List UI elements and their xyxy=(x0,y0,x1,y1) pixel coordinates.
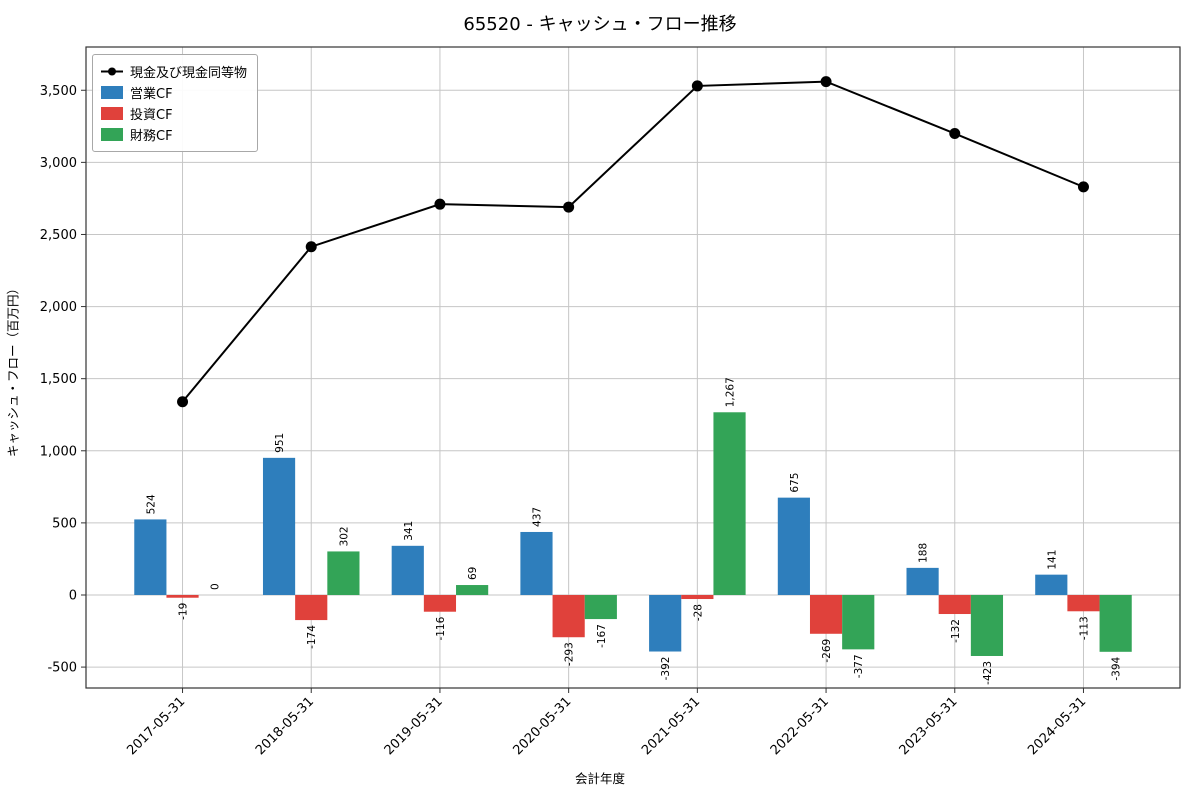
bar-value-label: -167 xyxy=(596,624,608,648)
y-tick-label: 0 xyxy=(69,588,77,603)
bar-value-label: -377 xyxy=(853,654,865,678)
legend-color-swatch xyxy=(101,107,123,120)
cash-line-marker xyxy=(305,241,317,253)
x-tick-label: 2017-05-31 xyxy=(124,694,188,758)
legend-item: 現金及び現金同等物 xyxy=(101,61,247,82)
bar xyxy=(166,594,199,598)
bar xyxy=(520,531,553,595)
cash-line-marker xyxy=(691,80,703,92)
bar xyxy=(649,594,682,652)
cash-line-marker xyxy=(434,198,446,210)
y-tick-label: 3,000 xyxy=(40,156,77,171)
bar-value-label: 1,267 xyxy=(725,377,737,407)
bar-value-label: -293 xyxy=(564,642,576,666)
legend: 現金及び現金同等物 営業CF 投資CF 財務CF xyxy=(92,54,259,152)
bar-value-label: 69 xyxy=(467,567,479,580)
bar-value-label: 437 xyxy=(531,507,543,527)
bar xyxy=(1067,594,1100,612)
bar-value-label: 675 xyxy=(789,473,801,493)
bar-value-label: 0 xyxy=(210,583,222,590)
y-tick-label: 500 xyxy=(52,516,77,531)
bar xyxy=(391,545,424,595)
bar-value-label: -132 xyxy=(950,619,962,643)
cash-line-marker xyxy=(949,128,961,140)
bar xyxy=(906,567,939,595)
legend-item: 営業CF xyxy=(101,82,247,103)
cash-line-marker xyxy=(177,396,189,408)
bar-value-label: 951 xyxy=(274,433,286,453)
bar-value-label: -19 xyxy=(178,603,190,620)
legend-line-marker xyxy=(101,67,123,76)
bar xyxy=(809,594,843,634)
legend-label: 財務CF xyxy=(130,129,173,144)
bar xyxy=(456,585,489,595)
y-tick-label: -500 xyxy=(47,661,77,676)
bar-value-label: 141 xyxy=(1046,550,1058,570)
bar xyxy=(584,594,617,620)
bar xyxy=(1035,574,1068,595)
legend-item: 投資CF xyxy=(101,103,247,124)
x-tick-label: 2018-05-31 xyxy=(253,694,317,758)
cash-line-marker xyxy=(563,201,575,213)
bar-value-label: -174 xyxy=(306,625,318,649)
cash-line xyxy=(181,80,1084,403)
bar-value-label: 341 xyxy=(403,521,415,541)
legend-item: 財務CF xyxy=(101,124,247,145)
bar-value-label: -116 xyxy=(435,616,447,640)
bar-value-label: -392 xyxy=(660,657,672,681)
bar xyxy=(681,594,714,600)
bar xyxy=(423,594,457,612)
y-tick-label: 1,000 xyxy=(40,444,77,459)
x-tick-label: 2023-05-31 xyxy=(897,694,961,758)
bar-value-label: -423 xyxy=(982,661,994,685)
y-tick-label: 3,500 xyxy=(40,84,77,99)
bar xyxy=(970,594,1004,656)
bar xyxy=(842,594,875,650)
bar xyxy=(552,594,585,638)
bar xyxy=(1099,594,1132,652)
x-tick-label: 2021-05-31 xyxy=(639,694,703,758)
y-tick-label: 2,500 xyxy=(40,228,77,243)
bar xyxy=(777,497,810,595)
bar xyxy=(713,412,746,595)
legend-label: 現金及び現金同等物 xyxy=(130,66,248,81)
legend-color-swatch xyxy=(101,128,123,141)
legend-color-swatch xyxy=(101,86,123,99)
bar xyxy=(295,594,328,621)
bar-value-label: 302 xyxy=(338,526,350,546)
x-tick-label: 2019-05-31 xyxy=(382,694,446,758)
bar xyxy=(327,551,360,595)
x-tick-label: 2024-05-31 xyxy=(1025,694,1089,758)
bar xyxy=(262,457,296,595)
bar-value-label: -113 xyxy=(1078,616,1090,640)
legend-label: 投資CF xyxy=(130,108,173,123)
x-tick-label: 2022-05-31 xyxy=(768,694,832,758)
plot-border xyxy=(85,46,1181,689)
bar-value-label: -28 xyxy=(692,604,704,621)
y-tick-label: 2,000 xyxy=(40,300,77,315)
bar-value-label: -269 xyxy=(821,639,833,663)
x-tick-label: 2020-05-31 xyxy=(510,694,574,758)
cash-line-marker xyxy=(1077,181,1089,193)
bar-value-label: -394 xyxy=(1111,656,1123,680)
bar xyxy=(938,594,971,615)
bar xyxy=(134,519,167,595)
cash-line-marker xyxy=(820,76,832,88)
y-tick-label: 1,500 xyxy=(40,372,77,387)
chart-title: 65520 - キャッシュ・フロー推移 xyxy=(463,14,737,35)
x-axis-label: 会計年度 xyxy=(574,771,625,786)
bar-value-label: 188 xyxy=(918,543,930,563)
legend-label: 営業CF xyxy=(130,87,173,102)
bar-value-label: 524 xyxy=(145,494,157,514)
